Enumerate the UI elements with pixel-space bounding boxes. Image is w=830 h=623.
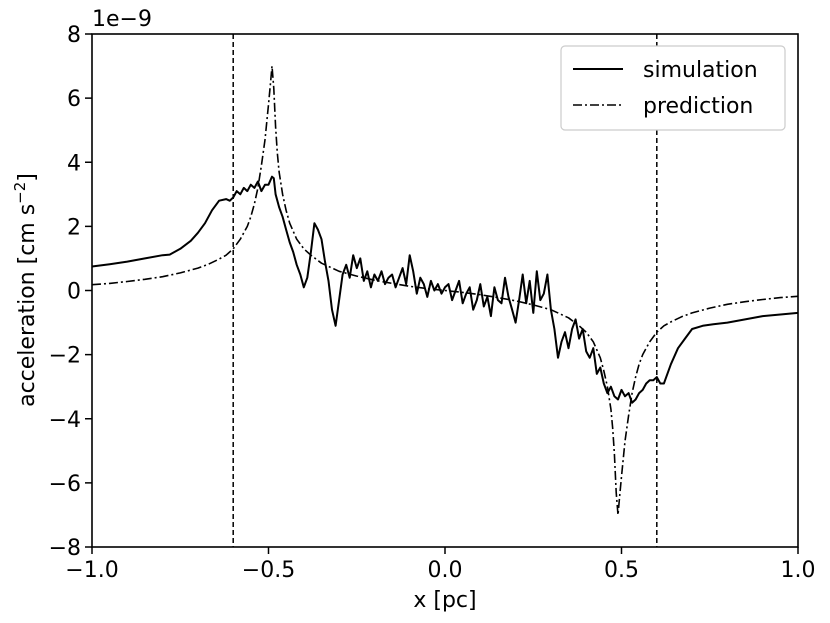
- y-tick-label: −6: [49, 472, 81, 497]
- y-tick-label: −8: [49, 536, 81, 561]
- legend-label-prediction: prediction: [643, 94, 753, 119]
- y-tick-label: −2: [49, 344, 81, 369]
- y-tick-label: −4: [49, 408, 81, 433]
- legend: simulation prediction: [560, 45, 786, 131]
- y-axis-label: acceleration [cm s−2]: [11, 173, 40, 407]
- x-tick-label: −1.0: [65, 558, 118, 583]
- vertical-reference-lines: [232, 34, 658, 547]
- x-tick-label: 0.5: [604, 558, 639, 583]
- y-tick-label: 4: [67, 151, 81, 176]
- y-tick-label: 2: [67, 215, 81, 240]
- series-line-simulation: [91, 175, 799, 404]
- legend-label-simulation: simulation: [643, 58, 758, 83]
- y-axis-ticks: −8 −6 −4 −2 0 2 4 6 8: [49, 23, 92, 561]
- x-tick-label: 1.0: [781, 558, 816, 583]
- x-tick-label: 0.0: [428, 558, 463, 583]
- y-axis-label-main: acceleration [cm s: [15, 204, 40, 407]
- y-axis-label-close: ]: [15, 173, 40, 182]
- y-axis-label-superscript: −2: [11, 182, 29, 204]
- series-line-prediction: [91, 65, 799, 516]
- y-offset-label: 1e−9: [92, 7, 152, 32]
- series-layer: [91, 65, 799, 516]
- y-tick-label: 8: [67, 23, 81, 48]
- y-tick-label: 0: [67, 280, 81, 305]
- x-axis-label: x [pc]: [413, 588, 476, 613]
- x-axis-ticks: −1.0 −0.5 0.0 0.5 1.0: [65, 547, 816, 583]
- y-tick-label: 6: [67, 87, 81, 112]
- legend-box: [560, 45, 786, 131]
- x-tick-label: −0.5: [242, 558, 295, 583]
